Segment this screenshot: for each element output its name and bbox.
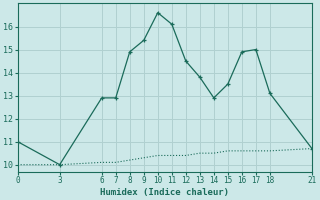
X-axis label: Humidex (Indice chaleur): Humidex (Indice chaleur) bbox=[100, 188, 229, 197]
